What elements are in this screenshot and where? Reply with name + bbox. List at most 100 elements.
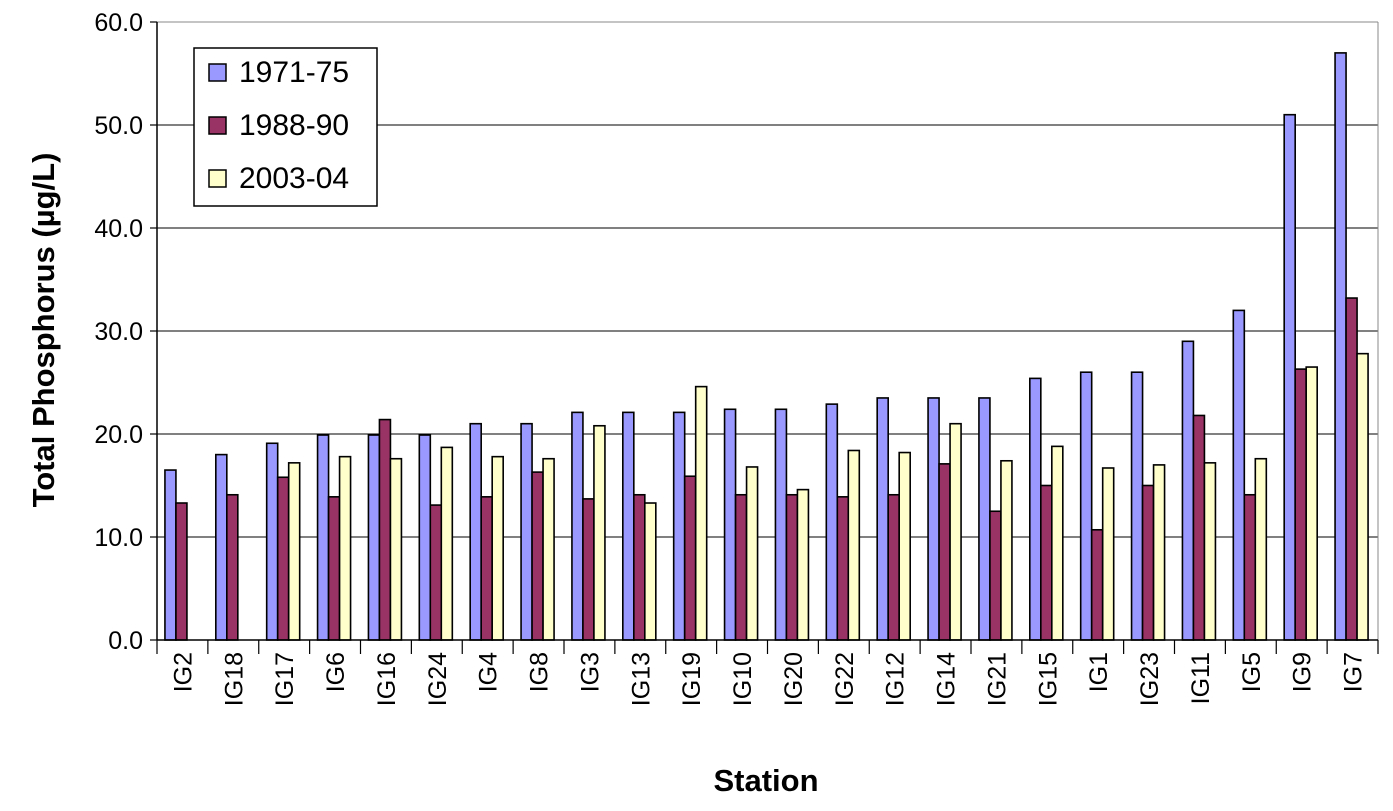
y-tick-label: 50.0 <box>94 112 143 140</box>
x-tick-label: IG24 <box>424 652 452 706</box>
x-tick-label: IG1 <box>1085 652 1113 692</box>
x-tick-label: IG18 <box>220 652 248 706</box>
bar-1971-75-IG4 <box>469 422 482 641</box>
bar-1971-75-IG9 <box>1283 113 1296 641</box>
bar-2003-04-IG4 <box>491 455 504 641</box>
bar-1988-90-IG7 <box>1345 297 1358 641</box>
legend-swatch <box>208 116 227 135</box>
x-tick-label: IG10 <box>729 652 757 706</box>
y-tick-label: 60.0 <box>94 9 143 37</box>
bar-1971-75-IG15 <box>1029 377 1042 641</box>
bar-1988-90-IG20 <box>785 493 799 641</box>
bar-1988-90-IG16 <box>378 418 392 641</box>
legend-label: 1971-75 <box>239 56 349 89</box>
x-tick-label: IG23 <box>1136 652 1164 706</box>
x-tick-label: IG7 <box>1340 652 1368 692</box>
axes <box>150 21 1379 654</box>
bar-1988-90-IG8 <box>531 471 544 641</box>
y-tick-label: 30.0 <box>94 318 143 346</box>
y-tick-label: 0.0 <box>108 627 143 655</box>
y-tick-label: 20.0 <box>94 421 143 449</box>
bar-1988-90-IG15 <box>1040 484 1053 641</box>
legend: 1971-75 1988-90 2003-04 <box>193 47 378 207</box>
x-tick-label: IG6 <box>322 652 350 692</box>
x-tick-label: IG16 <box>373 652 401 706</box>
bar-1971-75-IG21 <box>978 397 991 641</box>
bar-2003-04-IG9 <box>1305 366 1318 641</box>
bar-2003-04-IG5 <box>1254 457 1268 641</box>
bar-1988-90-IG12 <box>887 493 900 641</box>
bar-1988-90-IG2 <box>175 502 188 641</box>
bar-1988-90-IG4 <box>480 496 493 641</box>
bar-1971-75-IG19 <box>672 411 686 641</box>
bar-1971-75-IG23 <box>1130 371 1144 641</box>
y-tick-label: 40.0 <box>94 215 143 243</box>
x-tick-label: IG14 <box>933 652 961 706</box>
bar-2003-04-IG6 <box>338 455 352 641</box>
x-tick-label: IG21 <box>983 652 1011 706</box>
x-tick-label: IG4 <box>475 652 503 692</box>
bar-2003-04-IG21 <box>1000 459 1013 641</box>
bar-2003-04-IG15 <box>1051 445 1064 641</box>
bar-2003-04-IG20 <box>796 488 810 641</box>
bar-1971-75-IG3 <box>571 411 584 641</box>
bar-1988-90-IG21 <box>989 510 1002 641</box>
x-tick-label: IG2 <box>169 652 197 692</box>
bar-2003-04-IG3 <box>593 424 606 641</box>
x-tick-label: IG5 <box>1238 652 1266 692</box>
x-tick-label: IG17 <box>271 652 299 706</box>
bar-2003-04-IG1 <box>1101 467 1115 641</box>
y-axis-title: Total Phosphorus (µg/L) <box>26 153 61 508</box>
bar-2003-04-IG22 <box>847 449 861 641</box>
x-tick-label: IG22 <box>831 652 859 706</box>
bar-1971-75-IG5 <box>1232 309 1246 641</box>
bar-1988-90-IG17 <box>276 476 290 641</box>
bar-1988-90-IG22 <box>836 496 850 641</box>
bar-2003-04-IG16 <box>389 457 403 641</box>
x-axis-title: Station <box>713 763 818 798</box>
bar-2003-04-IG10 <box>745 466 759 641</box>
bar-2003-04-IG24 <box>440 446 454 641</box>
bar-2003-04-IG14 <box>949 422 962 641</box>
bar-1988-90-IG14 <box>938 463 951 641</box>
bar-2003-04-IG7 <box>1356 352 1369 641</box>
bar-1988-90-IG11 <box>1192 414 1206 641</box>
bar-1971-75-IG6 <box>316 434 330 641</box>
x-tick-labels: IG2 IG18 IG17 IG6 IG16 IG24 IG4 IG8 IG3 IG13 IG19 I… <box>169 652 1367 706</box>
bar-1971-75-IG1 <box>1079 371 1093 641</box>
bar-1988-90-IG3 <box>582 498 595 641</box>
y-tick-labels: 0.0 10.0 20.0 30.0 40.0 50.0 60.0 <box>94 9 143 655</box>
bar-1988-90-IG23 <box>1141 484 1155 641</box>
x-tick-label: IG3 <box>576 652 604 692</box>
bar-1988-90-IG6 <box>327 496 341 641</box>
bar-1971-75-IG8 <box>520 422 533 641</box>
bar-1988-90-IG24 <box>429 504 443 641</box>
bar-2003-04-IG8 <box>542 457 555 641</box>
bar-1971-75-IG12 <box>876 397 889 641</box>
bar-1988-90-IG13 <box>633 493 646 641</box>
y-tick-label: 10.0 <box>94 524 143 552</box>
bar-1988-90-IG19 <box>683 475 697 641</box>
bar-2003-04-IG13 <box>644 502 657 641</box>
bar-2003-04-IG17 <box>287 462 301 641</box>
bar-1971-75-IG10 <box>723 408 737 641</box>
x-tick-label: IG12 <box>882 652 910 706</box>
x-tick-label: IG19 <box>678 652 706 706</box>
bar-1971-75-IG2 <box>164 469 177 641</box>
bar-1988-90-IG5 <box>1243 493 1257 641</box>
bar-1988-90-IG18 <box>226 493 239 641</box>
bar-1971-75-IG11 <box>1181 340 1195 641</box>
bar-1971-75-IG22 <box>825 403 839 641</box>
x-tick-label: IG9 <box>1289 652 1317 692</box>
bar-1988-90-IG10 <box>734 493 748 641</box>
x-tick-label: IG15 <box>1034 652 1062 706</box>
bar-1971-75-IG18 <box>215 453 228 641</box>
x-tick-label: IG8 <box>526 652 554 692</box>
bar-2003-04-IG11 <box>1203 462 1217 641</box>
bar-1971-75-IG7 <box>1334 52 1347 641</box>
bar-2003-04-IG12 <box>898 451 911 641</box>
bar-1971-75-IG14 <box>927 397 940 641</box>
x-tick-label: IG20 <box>780 652 808 706</box>
bar-1971-75-IG20 <box>774 408 788 641</box>
